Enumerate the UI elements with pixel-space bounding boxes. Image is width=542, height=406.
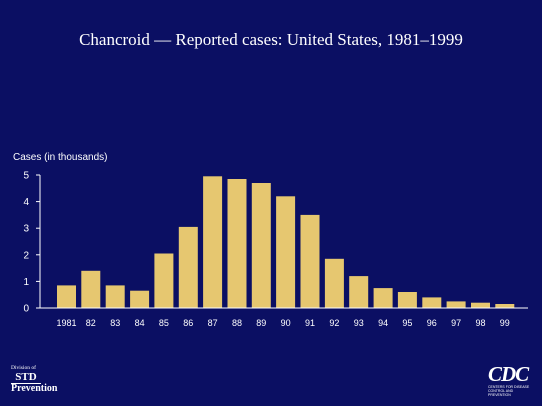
bar: [227, 179, 247, 308]
bar: [397, 292, 417, 308]
logo-cdc-line1: CENTERS FOR DISEASE: [488, 385, 530, 389]
bar: [324, 258, 344, 308]
y-axis: 0 1 2 3 4 5: [23, 171, 40, 315]
bar: [57, 285, 76, 308]
x-tick-label: 90: [281, 318, 291, 328]
logo-std-line3: Prevention: [11, 382, 58, 394]
y-axis-label: Cases (in thousands): [13, 152, 108, 163]
y-tick-label: 0: [23, 304, 29, 315]
bar: [446, 301, 466, 308]
x-tick-label: 87: [208, 318, 218, 328]
y-tick-label: 1: [23, 277, 29, 288]
x-tick-label: 98: [475, 318, 485, 328]
x-tick-label: 88: [232, 318, 242, 328]
x-axis: 1981 82 83 84 85 86 87 88 89 90 91 92 93 94 95 96 97 98 99: [56, 318, 509, 328]
chart-title: Chancroid — Reported cases: United State…: [79, 30, 463, 49]
bar: [471, 302, 490, 308]
std-prevention-logo: Division of STD Prevention: [11, 365, 67, 394]
x-tick-label: 92: [329, 318, 339, 328]
logo-cdc-line2: CONTROL AND PREVENTION: [488, 389, 514, 398]
bar: [276, 196, 296, 308]
y-tick-label: 3: [23, 224, 29, 235]
bar: [422, 297, 442, 308]
y-tick-label: 2: [23, 250, 29, 261]
bar: [349, 276, 369, 308]
bar: [154, 253, 174, 308]
x-tick-label: 91: [305, 318, 315, 328]
x-tick-label: 83: [110, 318, 120, 328]
logo-cdc-mark: CDC: [488, 362, 529, 386]
bar-chart: Cases (in thousands) 0 1 2 3 4 5 1981 82 83 84 85…: [13, 152, 528, 328]
bar: [105, 285, 125, 308]
x-tick-label: 89: [256, 318, 266, 328]
x-tick-label: 95: [402, 318, 412, 328]
bar: [251, 183, 271, 308]
x-tick-label: 94: [378, 318, 388, 328]
x-tick-label: 97: [451, 318, 461, 328]
x-tick-label: 82: [86, 318, 96, 328]
y-tick-label: 5: [23, 171, 29, 182]
logo-std-line1: Division of: [11, 365, 36, 371]
bar: [178, 226, 198, 308]
bar: [495, 304, 515, 308]
bar: [81, 270, 101, 308]
x-tick-label: 85: [159, 318, 169, 328]
bar: [203, 176, 223, 308]
bar: [373, 288, 393, 308]
x-tick-label: 86: [183, 318, 193, 328]
logo-std-line2: STD: [11, 371, 41, 384]
bar: [300, 214, 320, 308]
x-tick-label: 93: [354, 318, 364, 328]
x-tick-label: 84: [135, 318, 145, 328]
x-tick-label: 1981: [56, 318, 76, 328]
x-tick-label: 96: [427, 318, 437, 328]
x-tick-label: 99: [500, 318, 510, 328]
cdc-logo: CDC CENTERS FOR DISEASE CONTROL AND PREV…: [488, 364, 536, 402]
y-tick-label: 4: [23, 197, 29, 208]
bars: [57, 176, 515, 308]
bar: [130, 290, 150, 308]
